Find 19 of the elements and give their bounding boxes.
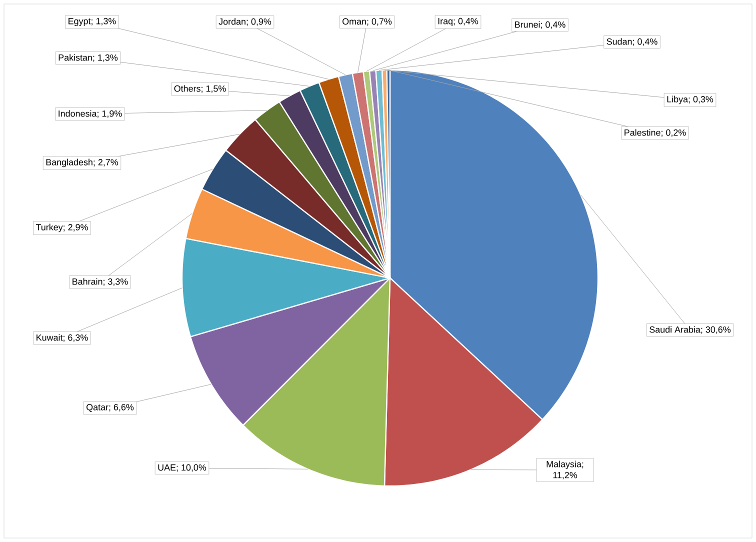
slice-label: Brunei; 0,4% [515, 21, 566, 29]
slice-label: Libya; 0,3% [667, 96, 714, 104]
slice-label: Sudan; 0,4% [606, 38, 658, 46]
slice-label: Iraq; 0,4% [438, 18, 478, 26]
slice-label: Palestine; 0,2% [624, 129, 686, 137]
slice-label: Bangladesh; 2,7% [46, 158, 118, 168]
slice-label: UAE; 10,0% [158, 464, 206, 472]
slice-label: Jordan; 0,9% [218, 18, 272, 26]
slice-label: Oman; 0,7% [342, 18, 392, 26]
slice-label: Bahrain; 3,3% [72, 278, 128, 286]
slice-label: Pakistan; 1,3% [58, 54, 118, 62]
slice-label: Others; 1,5% [174, 85, 226, 93]
slice-label: Kuwait; 6,3% [36, 334, 88, 342]
slice-label: Egypt; 1,3% [68, 18, 116, 26]
slice-label: Saudi Arabia; 30,6% [650, 326, 731, 334]
slice-label: Qatar; 6,6% [86, 404, 134, 412]
slice-label: Indonesia; 1,9% [58, 110, 122, 118]
slice-label: Turkey; 2,9% [36, 224, 88, 232]
slice-label: Malaysia; 11,2% [546, 460, 584, 480]
